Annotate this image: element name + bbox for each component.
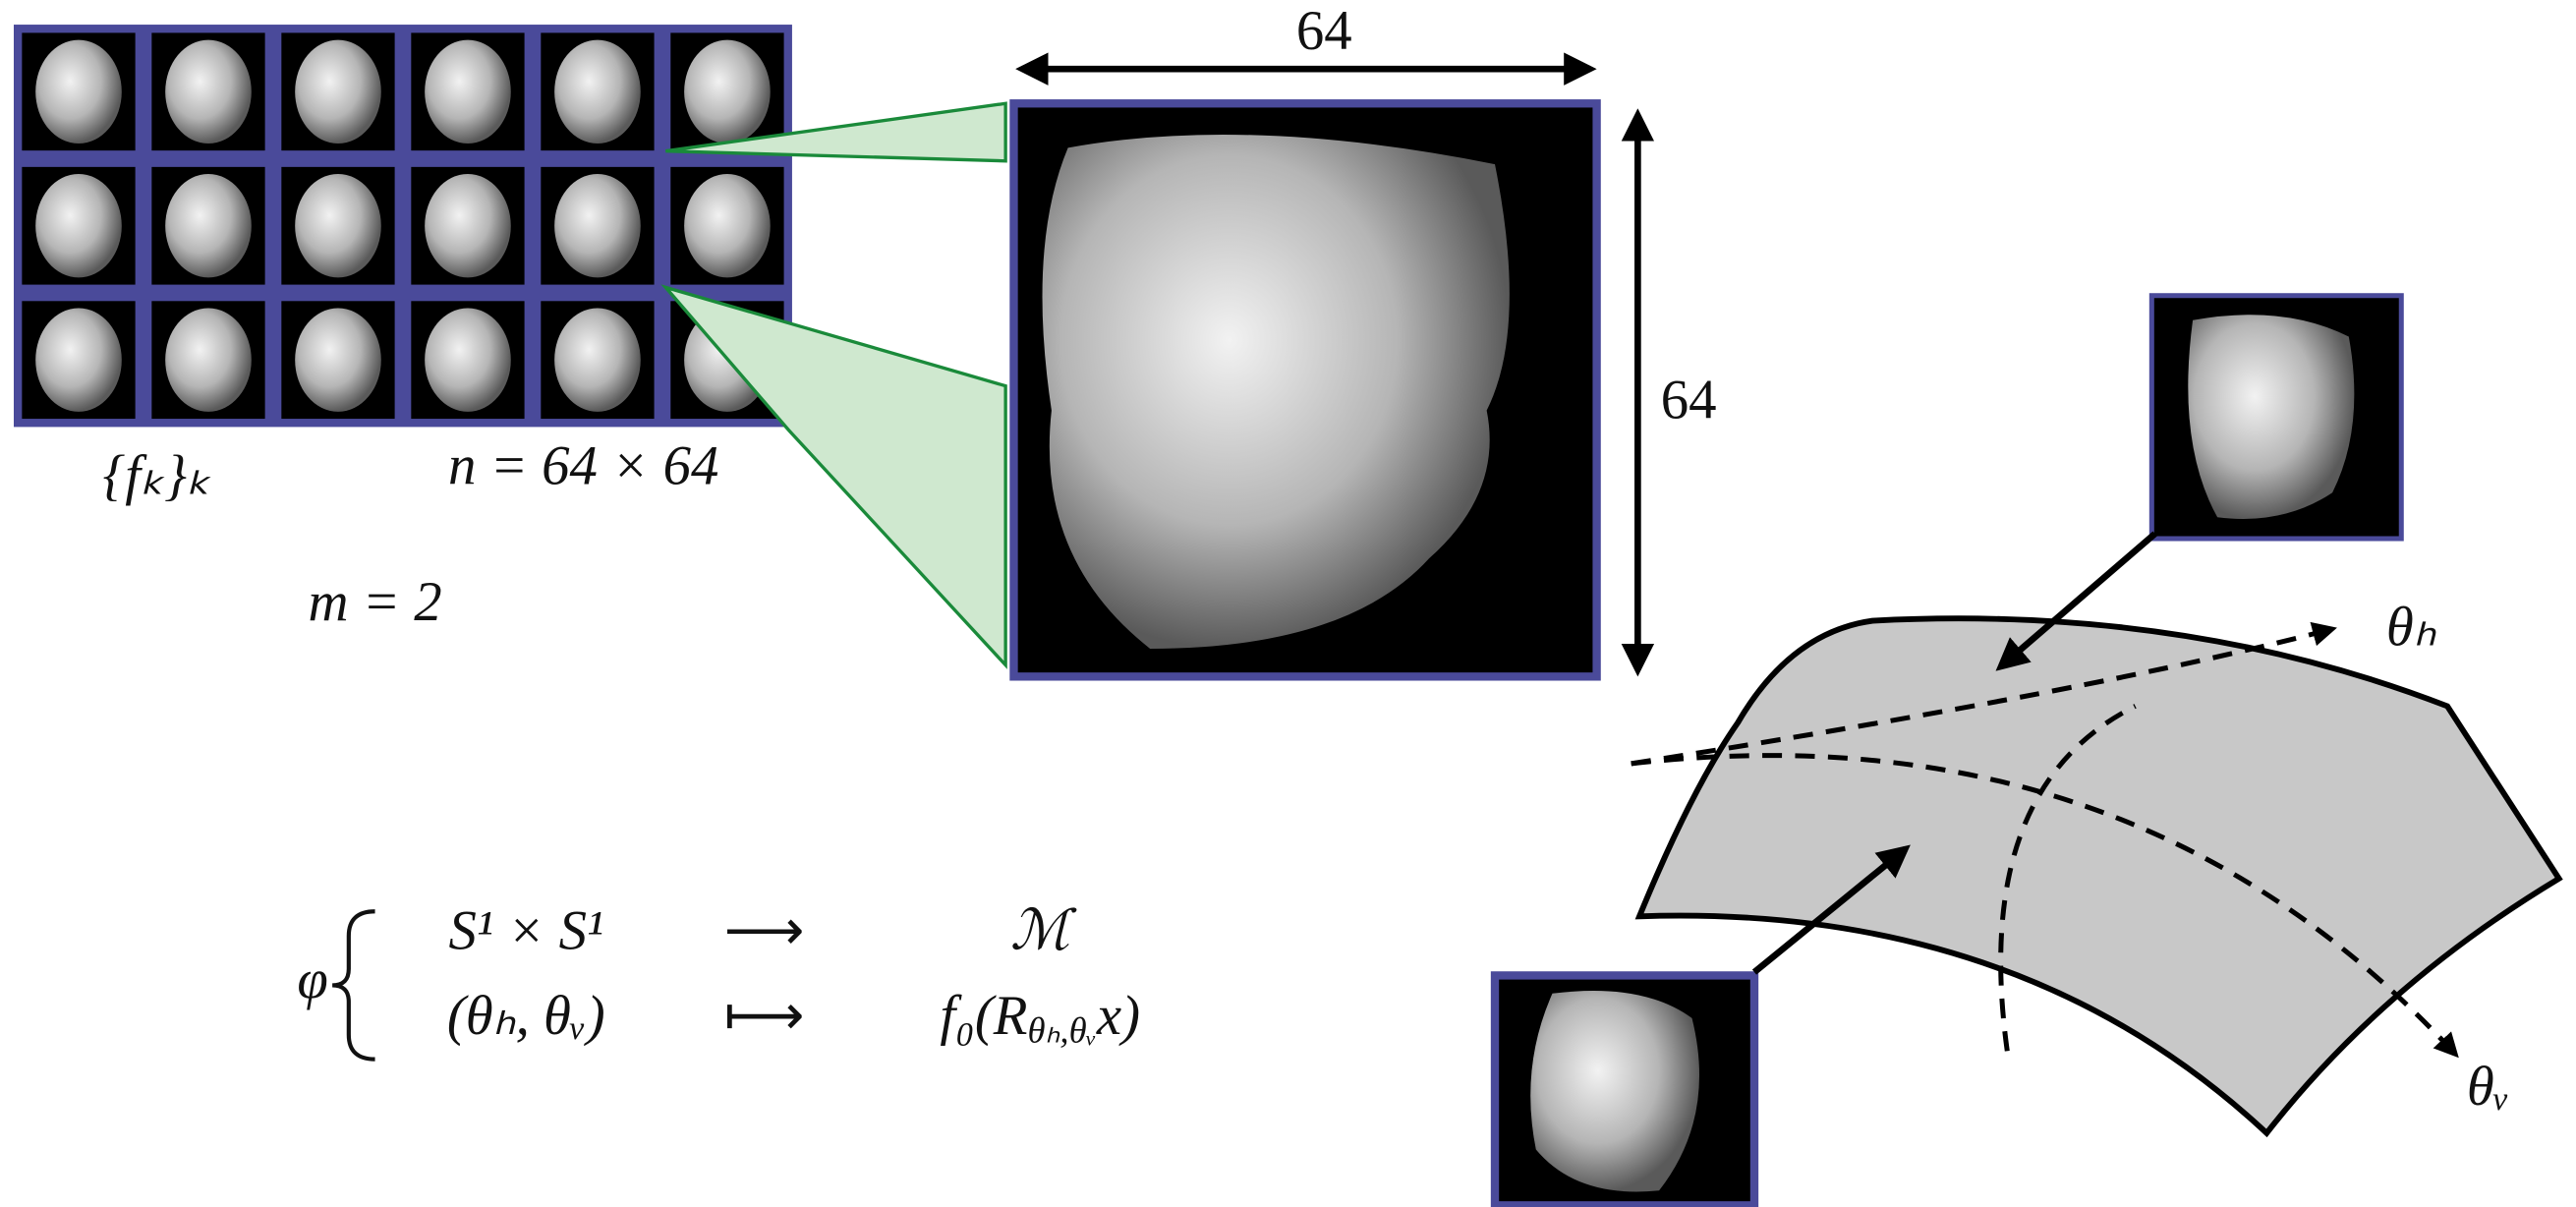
cell-face [165,40,252,144]
width-label: 64 [1296,0,1352,62]
map-codomain: ℳ [1010,899,1077,961]
cell-face [425,174,511,277]
cell-face [295,308,381,411]
cell-face [35,308,122,411]
cell-face [165,308,252,411]
manifold [1639,618,2559,1133]
sample-face [2151,296,2401,539]
cell-face [425,40,511,144]
map-image: f₀(Rθₕ,θᵥx) [940,985,1140,1051]
image-start: f₀(R [940,985,1027,1047]
image-sub: θₕ,θᵥ [1028,1010,1097,1051]
cell-face [35,40,122,144]
sample-face [1495,975,1754,1205]
cell-face [554,40,641,144]
map-domain: S¹ × S¹ [448,899,603,961]
image-end: x) [1096,985,1140,1047]
diagram: 64 64 {fₖ}ₖ n = 64 × 64 m = 2 φ S¹ × S¹ … [0,0,2576,1207]
map-element: (θₕ, θᵥ) [447,985,605,1047]
height-label: 64 [1661,370,1717,431]
cell-face [684,174,771,277]
brace [332,911,374,1059]
cell-face [554,174,641,277]
manifold-dim-label: m = 2 [308,571,441,633]
theta-v-label: θᵥ [2467,1056,2510,1118]
cell-face [165,174,252,277]
cell-face [684,40,771,144]
dimension-label: n = 64 × 64 [448,435,718,497]
map-arrow: ⟶ [724,899,804,961]
cell-face [295,40,381,144]
cell-face [554,308,641,411]
face-grid [14,25,792,427]
cell-face [35,174,122,277]
theta-h-label: θₕ [2386,596,2437,658]
cell-face [425,308,511,411]
samples-label: {fₖ}ₖ [103,445,211,507]
cell-face [295,174,381,277]
map-arrow: ⟼ [724,985,804,1047]
large-face [1013,103,1596,676]
map-name: φ [297,948,327,1010]
